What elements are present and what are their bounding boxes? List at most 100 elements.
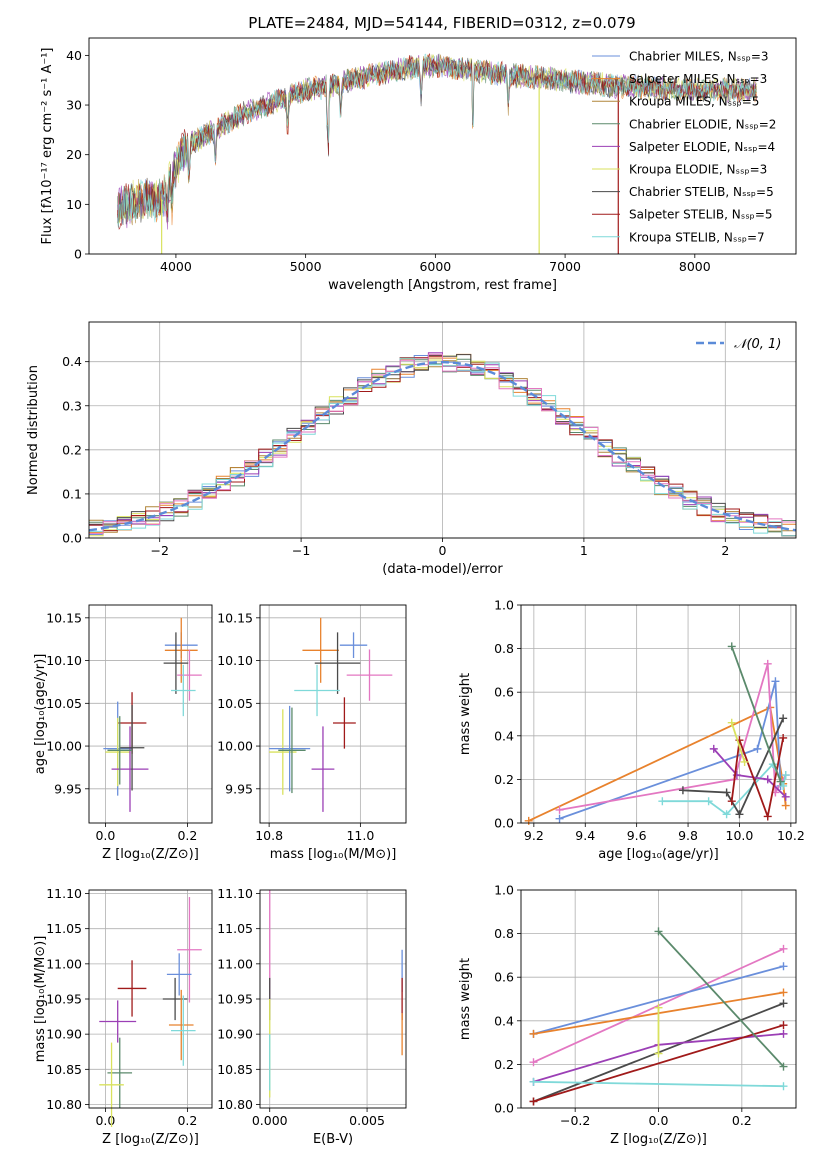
y-tick-label: 11.10 [217,886,253,901]
x-axis-label: E(B-V) [313,1132,353,1147]
y-tick-label: 0.6 [494,970,514,985]
weight-marker [735,810,744,819]
x-axis-label: age [log₁₀(age/yr)] [598,847,719,862]
x-tick-label: 0.0 [649,1113,669,1128]
weight-marker [779,1021,788,1030]
x-tick-label: 0.0 [95,828,115,843]
x-tick-label: 5000 [290,259,322,274]
weight-line [533,965,784,1035]
x-tick-label: 0.0 [95,1113,115,1128]
weight-line [533,1024,784,1103]
y-tick-label: 10.90 [217,1027,253,1042]
weight-marker [709,744,718,753]
weight-marker [763,812,772,821]
legend-label: Kroupa STELIB, Nₛₛₚ=7 [629,230,765,244]
x-axis-label: mass [log₁₀(M/M⊙)] [270,847,397,862]
y-tick-label: 11.00 [217,956,253,971]
weight-marker [678,786,687,795]
weight-marker [779,1062,788,1071]
weight-marker [722,810,731,819]
y-tick-label: 11.05 [217,921,253,936]
weight-marker [779,714,788,723]
plot-frame [88,889,213,1109]
legend-label: Salpeter STELIB, Nₛₛₚ=5 [629,208,773,222]
plot-frame [88,321,797,539]
x-tick-label: 9.2 [524,828,544,843]
legend-label: Salpeter MILES, Nₛₛₚ=3 [629,72,767,86]
legend-label: Kroupa MILES, Nₛₛₚ=5 [629,95,759,109]
weight-marker [779,962,788,971]
legend-label: Chabrier ELODIE, Nₛₛₚ=2 [629,117,776,131]
weight-marker [524,816,533,825]
plot-frame [259,889,407,1109]
y-tick-label: 10 [66,197,82,212]
x-tick-label: 10.8 [255,828,283,843]
weight-marker [654,927,663,936]
x-tick-label: 9.8 [678,828,698,843]
x-tick-label: 9.6 [627,828,647,843]
weight-marker [779,733,788,742]
weight-line [657,930,785,1068]
y-tick-label: 1.0 [494,598,514,613]
weight-line [730,722,746,763]
legend-label: Salpeter ELODIE, Nₛₛₚ=4 [629,140,775,154]
x-tick-label: −1 [292,543,310,558]
y-tick-label: 20 [66,147,82,162]
x-tick-label: 10.2 [777,828,805,843]
plot-frame [259,604,407,824]
x-axis-label: Z [log₁₀(Z/Z⊙)] [102,1132,199,1147]
y-tick-label: 10.80 [217,1097,253,1112]
weight-marker [727,797,736,806]
plot-frame [88,37,797,255]
weight-marker [704,797,713,806]
y-axis-label: mass weight [458,673,473,755]
weight-marker [781,771,790,780]
weight-marker [779,1029,788,1038]
y-tick-label: 11.00 [46,956,82,971]
y-axis-label: age [log₁₀(age/yr)] [33,654,48,775]
residuals-panel: −2 −1 0 1 2 0.0 0.1 0.2 0.3 0.4 (data-model)/error… [26,321,797,577]
weight-marker [529,1029,538,1038]
y-tick-label: 0.0 [494,816,514,831]
y-tick-label: 10.80 [46,1097,82,1112]
weight-marker [654,1003,663,1012]
x-tick-label: 7000 [549,259,581,274]
y-tick-label: 0.0 [494,1101,514,1116]
y-tick-label: 0.2 [494,772,514,787]
weight-line [730,646,782,782]
y-tick-label: 11.10 [46,886,82,901]
x-axis-label: wavelength [Angstrom, rest frame] [328,278,557,293]
y-axis-label: Flux [fλ10⁻¹⁷ erg cm⁻² s⁻¹ A⁻¹] [40,48,55,245]
weight-marker [727,718,736,727]
figure-title: PLATE=2484, MJD=54144, FIBERID=0312, z=0… [248,14,635,32]
y-tick-label: 10.00 [46,739,82,754]
x-tick-label: −0.2 [560,1113,590,1128]
weight-marker [529,1077,538,1086]
weight-vs-age-panel: 9.2 9.4 9.6 9.8 10.0 10.2 0.0 0.2 0.4 0.6 0.8 1.0 ag… [458,598,805,863]
weight-marker [722,788,731,797]
x-tick-label: 8000 [679,259,711,274]
spectrum-panel: 4000 5000 6000 7000 8000 0 10 20 30 40 wavelength … [40,37,797,293]
plot-frame [88,604,213,824]
y-tick-label: 9.95 [54,781,82,796]
y-tick-label: 40 [66,48,82,63]
x-tick-label: 10.0 [726,828,754,843]
y-tick-label: 10.85 [217,1062,253,1077]
x-tick-label: −2 [150,543,168,558]
weight-marker [779,781,788,790]
weight-marker [555,805,564,814]
y-tick-label: 10.10 [46,653,82,668]
weight-marker [740,757,749,766]
x-tick-label: 0.005 [349,1113,385,1128]
y-tick-label: 10.05 [217,696,253,711]
y-axis-label: Normed distribution [26,365,41,495]
y-tick-label: 10.95 [46,992,82,1007]
y-tick-label: 0.0 [62,531,82,546]
y-tick-label: 10.90 [46,1027,82,1042]
x-tick-label: 6000 [419,259,451,274]
x-tick-label: 0.000 [252,1113,288,1128]
weight-line [533,1080,784,1088]
legend-label: 𝒩(0, 1) [734,337,781,352]
y-tick-label: 10.15 [46,610,82,625]
